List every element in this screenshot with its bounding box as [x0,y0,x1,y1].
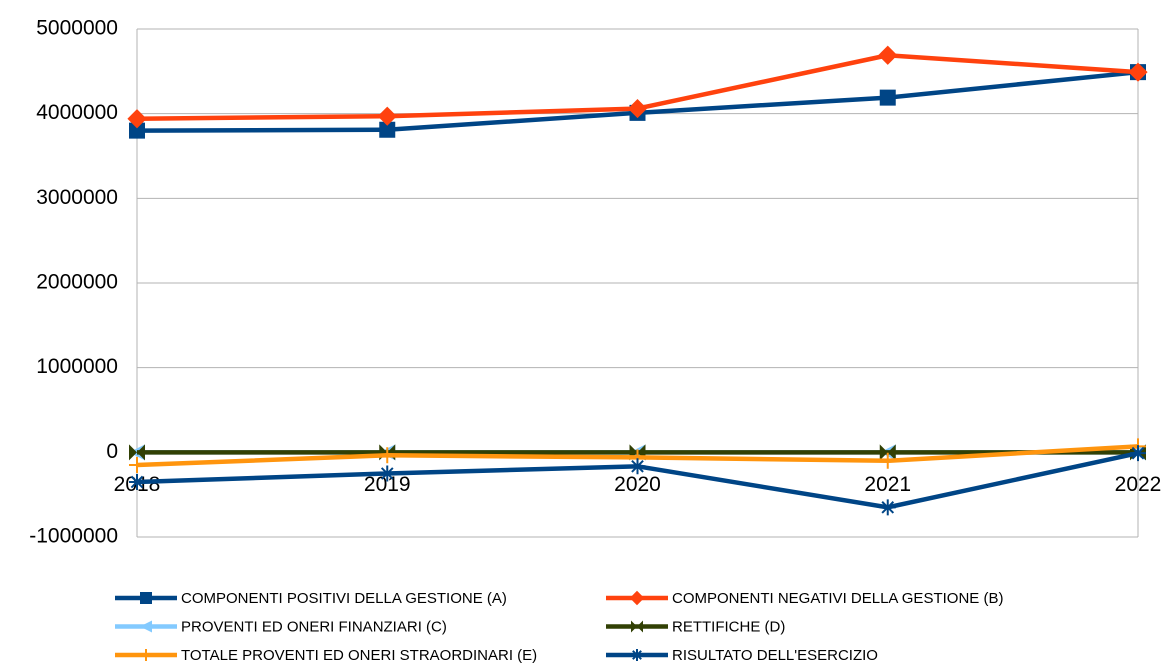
legend-marker [140,592,152,604]
legend-label: TOTALE PROVENTI ED ONERI STRAORDINARI (E… [181,647,537,663]
y-tick-label: 0 [106,440,118,463]
y-tick-label: 1000000 [36,355,118,378]
data-point [377,106,397,126]
data-point [879,499,896,516]
legend-marker [140,649,152,661]
data-point [878,45,898,65]
data-point [1130,445,1146,462]
y-tick-label: -1000000 [29,525,118,548]
legend-marker [631,649,643,661]
data-point [129,122,145,139]
legend-label: COMPONENTI NEGATIVI DELLA GESTIONE (B) [672,590,1003,607]
data-point [627,98,648,119]
x-tick-label: 2021 [864,473,911,496]
data-point [879,89,896,106]
data-point [129,457,145,474]
y-tick-label: 5000000 [36,17,118,40]
data-point [379,447,396,464]
legend-label: RETTIFICHE (D) [672,618,785,635]
x-tick-label: 2020 [614,473,661,496]
data-point [129,473,145,490]
data-point [879,444,896,461]
data-point [379,121,396,138]
legend-label: COMPONENTI POSITIVI DELLA GESTIONE (A) [181,590,507,607]
legend-marker [140,620,152,633]
legend-marker [629,590,645,606]
data-point [629,458,646,475]
x-tick-label: 2022 [1115,473,1162,496]
y-tick-label: 2000000 [36,271,118,294]
x-tick-label: 2019 [364,473,411,496]
legend-marker [631,620,643,633]
y-tick-label: 3000000 [36,186,118,209]
data-point [879,452,896,469]
y-tick-label: 4000000 [36,101,118,124]
data-point [127,109,147,129]
data-point [1128,62,1148,82]
legend-label: PROVENTI ED ONERI FINANZIARI (C) [181,618,447,635]
legend-label: RISULTATO DELL'ESERCIZIO [672,647,878,663]
data-point [129,444,145,461]
data-point [379,465,396,482]
